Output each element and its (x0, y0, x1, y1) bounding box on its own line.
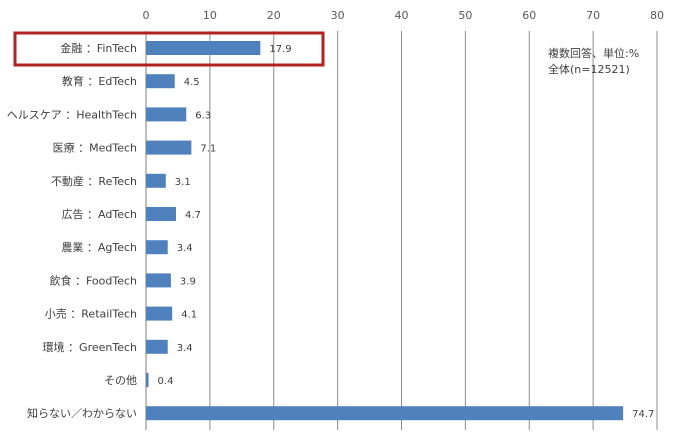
x-tick-label-20: 20 (267, 9, 281, 22)
data-label-8: 4.1 (181, 310, 197, 321)
data-label-2: 6.3 (195, 110, 211, 121)
x-tick-label-30: 30 (331, 9, 345, 22)
data-label-11: 74.7 (632, 409, 654, 420)
data-labels: 17.9 4.5 6.3 7.1 3.1 4.7 3.4 3.9 4.1 3.4 0.4 74.7 (158, 44, 655, 420)
category-label-2: ヘルスケア ：HealthTech (7, 108, 137, 121)
x-tick-label-10: 10 (203, 9, 217, 22)
x-tick-label-80: 80 (650, 9, 664, 22)
gridlines (145, 31, 658, 430)
category-label-9: 環境 ：GreenTech (43, 340, 137, 354)
data-label-6: 3.4 (177, 243, 193, 254)
category-labels: 金融 ：FinTech 教育 ：EdTech ヘルスケア ：HealthTech 医療… (7, 41, 137, 420)
bar-5 (146, 207, 177, 221)
data-label-3: 7.1 (200, 144, 216, 155)
category-label-1: 教育 ：EdTech (62, 74, 137, 88)
note-line-1: 複数回答、単位:% (548, 46, 639, 60)
bar-8 (146, 306, 173, 321)
bar-11 (146, 406, 624, 421)
category-label-8: 小売 ：RetailTech (45, 308, 137, 321)
category-label-0: 金融 ：FinTech (60, 41, 137, 55)
x-tick-label-60: 60 (522, 9, 536, 22)
bar-7 (146, 273, 171, 288)
note-line-2: 全体(n=12521) (548, 62, 630, 76)
category-label-6: 農業 ：AgTech (61, 240, 137, 254)
data-label-10: 0.4 (158, 376, 174, 387)
category-label-5: 広告 ：AdTech (62, 208, 137, 221)
bar-6 (146, 240, 168, 255)
x-tick-label-70: 70 (586, 9, 600, 22)
category-label-4: 不動産 ：ReTech (51, 174, 137, 188)
data-label-5: 4.7 (185, 210, 201, 221)
bar-1 (146, 74, 175, 89)
bar-4 (146, 173, 166, 188)
x-axis-tick-labels: 0 10 20 30 40 50 60 70 80 (143, 9, 665, 22)
bar-0 (146, 41, 261, 55)
category-label-3: 医療 ：MedTech (53, 141, 137, 155)
category-label-10: その他 (104, 374, 137, 387)
x-tick-label-0: 0 (143, 9, 150, 22)
bar-3 (146, 140, 192, 155)
bar-2 (146, 107, 187, 122)
category-label-7: 飲食 ：FoodTech (49, 273, 137, 287)
data-label-9: 3.4 (177, 343, 193, 354)
x-tick-label-40: 40 (395, 9, 409, 22)
category-label-11: 知らない／わからない (27, 406, 137, 420)
data-label-4: 3.1 (175, 177, 191, 188)
bar-9 (146, 339, 168, 354)
bars (146, 41, 624, 421)
x-tick-label-50: 50 (458, 9, 472, 22)
chart-note: 複数回答、単位:% 全体(n=12521) (548, 46, 639, 76)
data-label-7: 3.9 (180, 276, 196, 287)
data-label-1: 4.5 (184, 77, 200, 88)
bar-10 (146, 373, 149, 387)
highlight-box (13, 31, 325, 67)
data-label-0: 17.9 (269, 44, 291, 55)
